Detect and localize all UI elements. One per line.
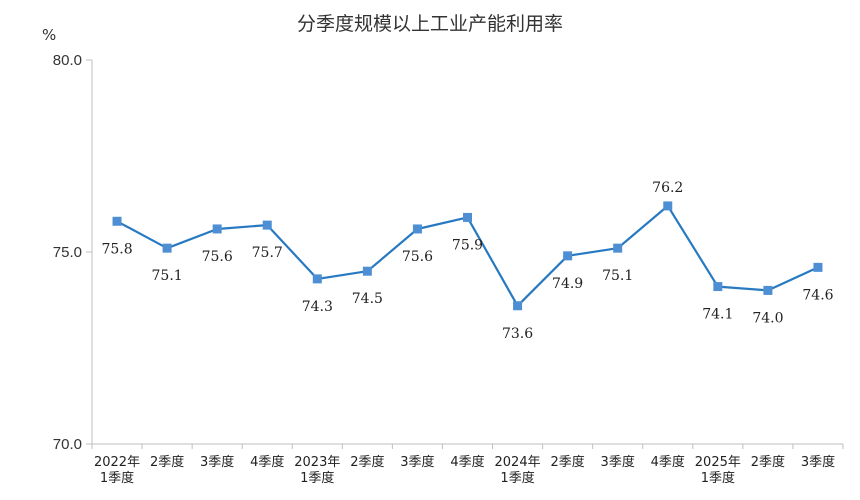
data-point-marker (112, 216, 122, 226)
data-point-marker (563, 251, 573, 261)
data-point-marker (513, 301, 523, 311)
x-tick-label: 3季度 (200, 454, 234, 470)
data-label: 75.9 (452, 237, 483, 253)
x-tick-label: 2季度 (150, 454, 184, 470)
x-tick-label: 2022年 (94, 455, 140, 470)
x-tick-label: 3季度 (801, 454, 835, 470)
data-label: 74.9 (552, 276, 583, 292)
x-tick-label: 2季度 (550, 454, 584, 470)
data-label: 74.6 (802, 287, 833, 303)
data-label: 75.6 (202, 249, 233, 265)
data-label: 76.2 (652, 180, 683, 196)
chart-title: 分季度规模以上工业产能利用率 (297, 13, 563, 35)
data-label: 75.6 (402, 249, 433, 265)
x-tick-label: 4季度 (250, 454, 284, 470)
data-point-marker (613, 243, 623, 253)
data-point-marker (412, 224, 422, 234)
x-tick-label: 2023年 (294, 455, 340, 470)
x-tick-label-line2: 1季度 (701, 470, 735, 486)
data-point-marker (463, 212, 472, 222)
data-labels: 75.8 75.1 75.6 75.7 74.3 74.5 75.6 75.9 73.6 74.9… (101, 180, 833, 342)
data-label: 74.0 (752, 310, 783, 326)
data-label: 74.3 (302, 299, 333, 315)
data-label: 74.1 (702, 307, 733, 323)
data-label: 74.5 (352, 291, 383, 307)
y-axis-unit: % (42, 26, 56, 44)
x-tick-label-line2: 1季度 (500, 470, 534, 486)
data-point-marker (663, 201, 673, 211)
data-point-marker (713, 282, 723, 292)
y-tick-label: 80.0 (53, 52, 82, 69)
data-point-marker (162, 243, 172, 253)
x-tick-label: 3季度 (400, 454, 434, 470)
x-tick-label: 2024年 (495, 455, 541, 470)
y-axis-ticks: 70.0 75.0 80.0 (53, 52, 92, 453)
data-point-marker (362, 266, 372, 276)
x-tick-label: 4季度 (450, 454, 484, 470)
y-tick-label: 75.0 (53, 244, 82, 261)
data-label: 75.7 (252, 245, 283, 261)
x-tick-label: 4季度 (651, 454, 685, 470)
data-label: 73.6 (502, 326, 533, 342)
data-point-marker (763, 285, 773, 295)
data-label: 75.1 (602, 268, 633, 284)
x-tick-label-line2: 1季度 (100, 470, 134, 486)
data-label: 75.8 (101, 241, 132, 257)
data-label: 75.1 (152, 268, 183, 284)
data-point-marker (813, 262, 823, 272)
data-point-marker (262, 220, 272, 230)
x-tick-label: 3季度 (601, 454, 635, 470)
data-point-marker (212, 224, 222, 234)
x-tick-label: 2025年 (695, 455, 741, 470)
y-tick-label: 70.0 (53, 436, 82, 453)
x-tick-label: 2季度 (751, 454, 785, 470)
x-tick-label: 2季度 (350, 454, 384, 470)
data-point-marker (312, 274, 322, 284)
series-markers (112, 201, 823, 311)
x-tick-label-line2: 1季度 (300, 470, 334, 486)
